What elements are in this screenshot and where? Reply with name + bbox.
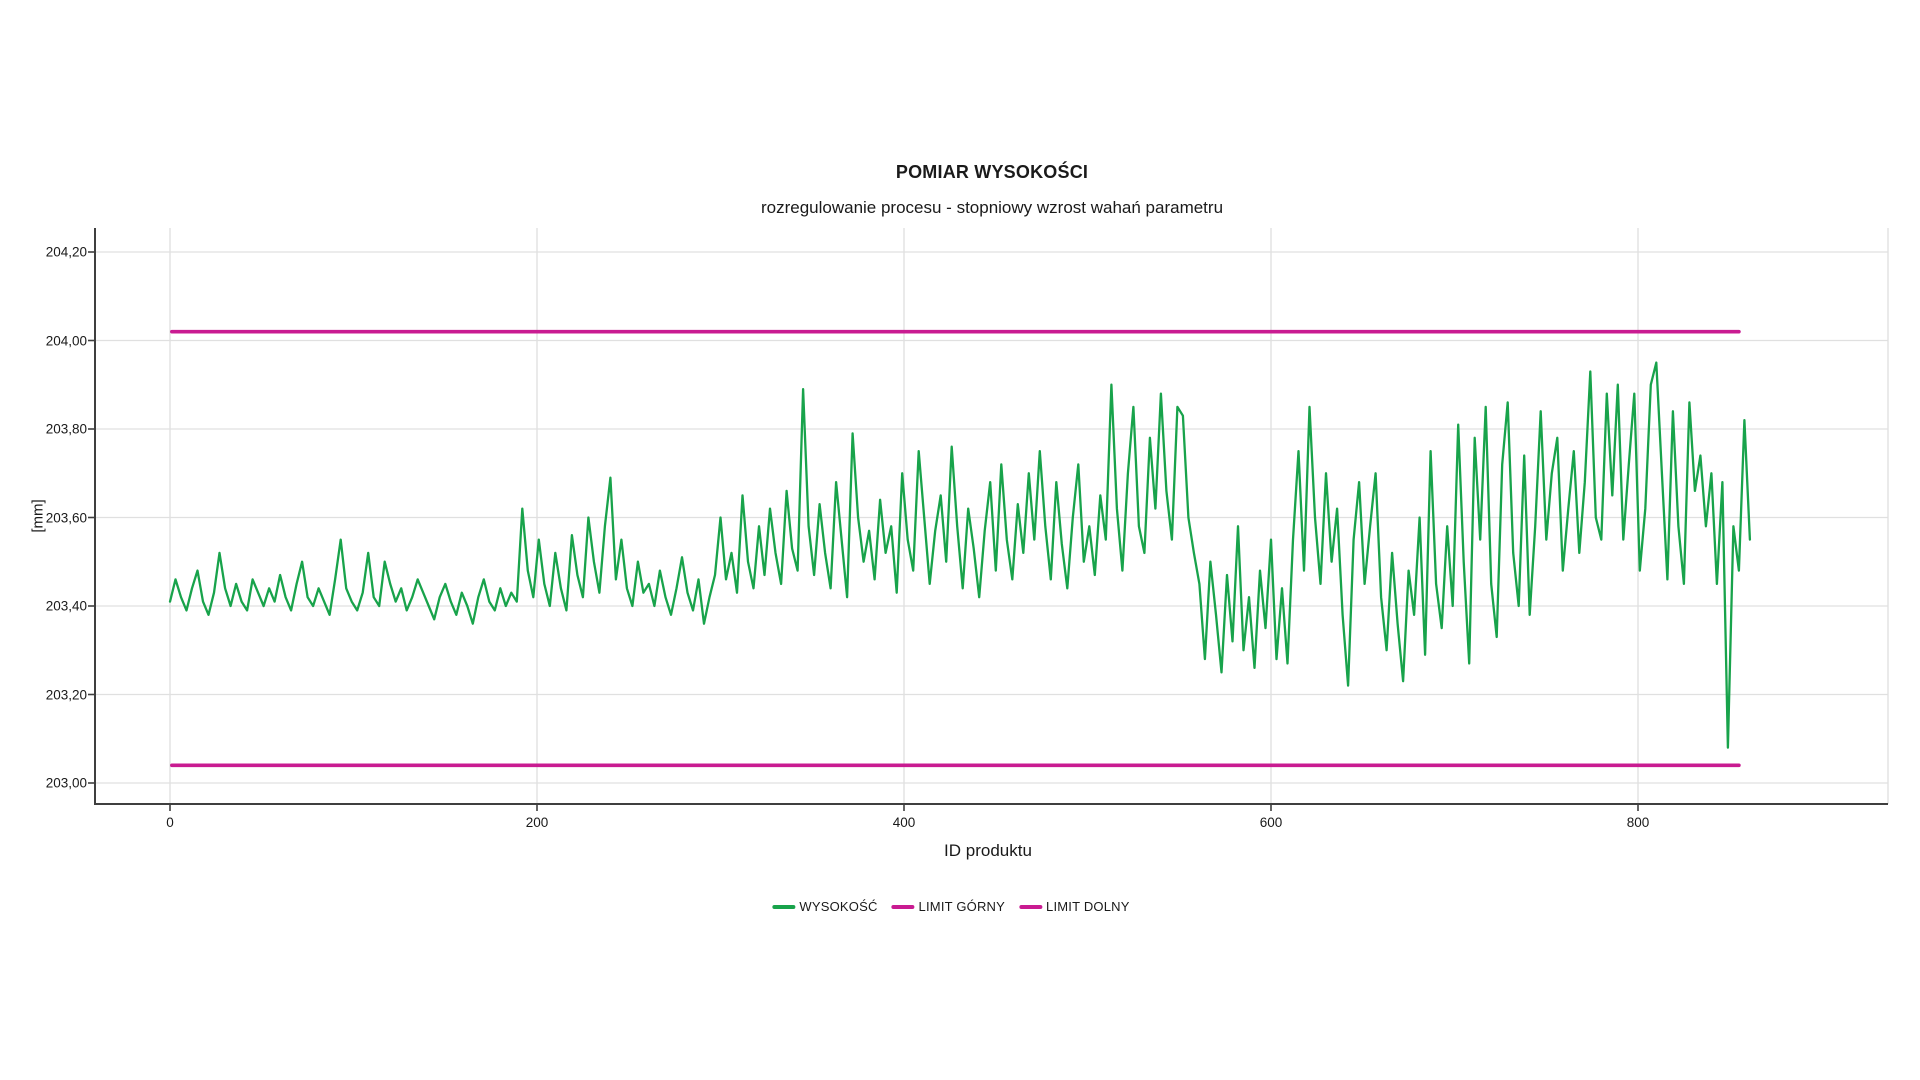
x-tick-label: 600 xyxy=(1259,815,1283,830)
x-tick-label: 200 xyxy=(525,815,549,830)
x-tick-label: 400 xyxy=(892,815,916,830)
legend-item: LIMIT DOLNY xyxy=(1019,899,1130,914)
chart-title: POMIAR WYSOKOŚCI xyxy=(895,162,1089,182)
y-tick-label: 203,40 xyxy=(45,598,87,614)
y-axis-title: [mm] xyxy=(29,499,47,533)
data-line xyxy=(168,361,1752,749)
x-axis-title: ID produktu xyxy=(944,841,1032,860)
legend-swatch xyxy=(891,904,915,909)
y-tick-label: 203,00 xyxy=(45,775,87,791)
legend: WYSOKOŚĆ LIMIT GÓRNY LIMIT DOLNY xyxy=(772,899,1129,914)
y-tick-label: 204,00 xyxy=(45,333,87,348)
legend-swatch xyxy=(1019,904,1043,909)
legend-item: LIMIT GÓRNY xyxy=(891,899,1006,914)
y-tick-label: 204,20 xyxy=(45,244,87,260)
y-tick-label: 203,20 xyxy=(45,687,87,702)
x-tick-label: 0 xyxy=(166,815,174,830)
x-tick-label: 800 xyxy=(1626,815,1650,830)
y-tick-label: 203,80 xyxy=(45,421,87,437)
legend-label: LIMIT DOLNY xyxy=(1046,899,1130,914)
chart-subtitle: rozregulowanie procesu - stopniowy wzros… xyxy=(760,198,1224,217)
legend-label: LIMIT GÓRNY xyxy=(918,899,1006,914)
y-tick-label: 203,60 xyxy=(45,510,87,525)
legend-label: WYSOKOŚĆ xyxy=(799,899,878,914)
legend-item: WYSOKOŚĆ xyxy=(772,899,877,914)
legend-swatch xyxy=(772,904,796,909)
